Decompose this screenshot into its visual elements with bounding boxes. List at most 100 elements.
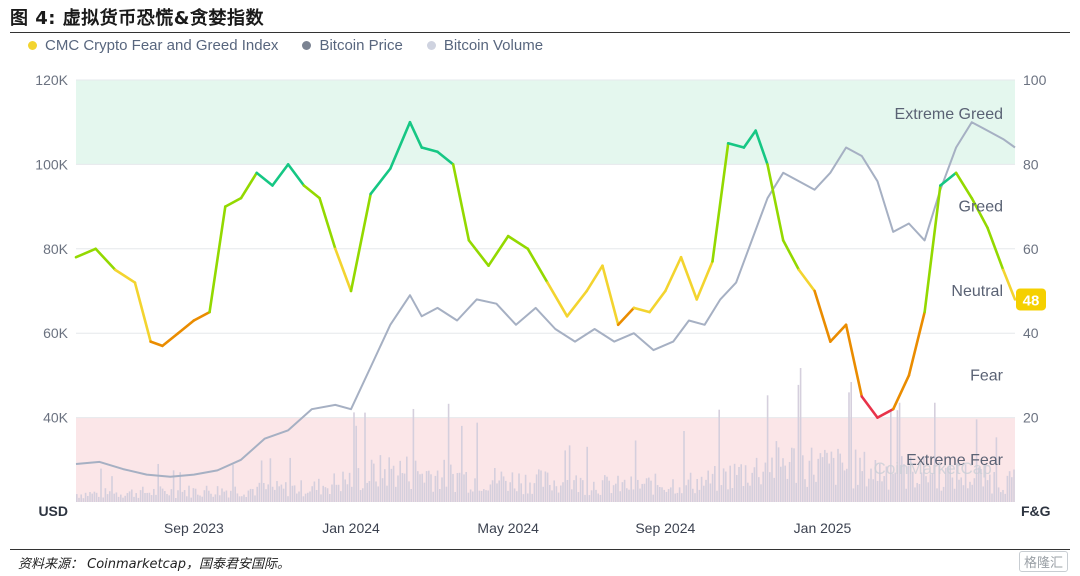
volume-bar [531, 493, 533, 502]
volume-bar [126, 493, 129, 502]
volume-bar [296, 493, 298, 502]
fng-line-segment [754, 129, 769, 166]
volume-bar [698, 489, 701, 502]
volume-bar [221, 488, 223, 502]
volume-bar [153, 488, 155, 502]
volume-bar [98, 496, 100, 502]
volume-bar [848, 392, 850, 502]
volume-bar [373, 463, 375, 502]
volume-bar [406, 456, 408, 502]
volume-bar [335, 484, 338, 502]
volume-bar [445, 486, 448, 502]
volume-bar [582, 480, 584, 502]
legend-item-fng[interactable]: CMC Crypto Fear and Greed Index [28, 37, 278, 54]
volume-bar [463, 474, 465, 502]
volume-bar [628, 489, 630, 502]
volume-bar [780, 466, 782, 502]
legend-label: Bitcoin Volume [443, 37, 544, 54]
volume-bar [269, 458, 272, 502]
volume-bar [443, 459, 445, 502]
volume-bar [916, 482, 918, 502]
volume-bar [458, 472, 461, 502]
volume-bar [120, 494, 122, 502]
volume-bar [958, 479, 960, 502]
volume-bar [139, 490, 142, 502]
volume-bar [287, 496, 289, 502]
volume-bar [837, 448, 839, 502]
volume-bar [106, 494, 109, 502]
volume-bar [568, 445, 571, 502]
volume-bar [258, 482, 261, 502]
volume-bar [421, 473, 423, 502]
volume-bar [595, 489, 597, 502]
volume-bar [593, 481, 595, 502]
volume-bar [436, 470, 439, 502]
volume-bar [227, 497, 230, 502]
volume-bar [95, 492, 98, 502]
volume-bar [282, 488, 285, 502]
volume-bar [808, 460, 811, 502]
fng-line-segment [369, 167, 392, 196]
volume-bar [366, 482, 368, 502]
fng-line-segment [695, 260, 714, 301]
volume-bar [245, 496, 247, 502]
volume-bar [408, 481, 410, 502]
volume-bar [760, 484, 762, 502]
volume-bar [920, 472, 923, 502]
volume-bar [115, 492, 118, 502]
volume-bar [527, 493, 529, 502]
volume-bar [857, 484, 859, 502]
volume-bar [146, 492, 148, 502]
fng-line-segment [711, 142, 730, 263]
volume-bar [986, 480, 989, 502]
volume-bar [716, 490, 718, 502]
fng-line-segment [271, 163, 290, 187]
volume-bar [905, 488, 907, 502]
footer-rule [10, 549, 1070, 550]
fng-line-segment [679, 255, 699, 301]
fng-line-segment [133, 281, 152, 343]
legend-dot-icon [28, 41, 37, 50]
volume-bar [555, 486, 558, 502]
volume-bar [711, 473, 714, 502]
fng-line-segment [876, 407, 895, 419]
volume-bar [753, 467, 756, 502]
volume-bar [885, 466, 888, 502]
fng-line-segment [923, 184, 942, 314]
volume-bar [729, 465, 731, 502]
volume-bar [546, 472, 549, 502]
legend-item-price[interactable]: Bitcoin Price [302, 37, 403, 54]
volume-bar [865, 486, 868, 502]
volume-bar [329, 493, 331, 502]
volume-bar [518, 473, 520, 502]
volume-bar [203, 490, 206, 502]
volume-bar [1013, 469, 1015, 502]
volume-bar [997, 487, 1000, 502]
fng-line-segment [255, 171, 274, 187]
fng-line-segment [797, 268, 816, 293]
fng-line-segment [565, 289, 589, 318]
volume-bar [879, 463, 881, 502]
legend-item-volume[interactable]: Bitcoin Volume [426, 37, 544, 54]
volume-bar [791, 447, 793, 502]
volume-bar [786, 478, 789, 502]
zone-label: Fear [970, 367, 1004, 384]
fng-line-segment [94, 247, 117, 272]
left-axis-label: USD [38, 503, 68, 519]
volume-bar [331, 484, 333, 502]
fng-line-segment [74, 247, 97, 259]
volume-bar [564, 450, 566, 502]
volume-bar [104, 488, 107, 502]
fng-line-segment [192, 310, 211, 322]
fear-greed-chart: 40K 60K 80K 100K 120K USD 20 40 60 80 100 F&G Sep 20… [35, 72, 1050, 536]
volume-bar [236, 493, 239, 502]
volume-bar [285, 482, 287, 502]
volume-bar [496, 483, 498, 502]
fng-line-segment [176, 319, 196, 335]
volume-bar [751, 472, 753, 502]
volume-bar [859, 457, 861, 502]
volume-bar [892, 473, 894, 502]
volume-bar [733, 463, 736, 502]
volume-bar [907, 465, 910, 502]
fng-line-segment [467, 239, 490, 267]
